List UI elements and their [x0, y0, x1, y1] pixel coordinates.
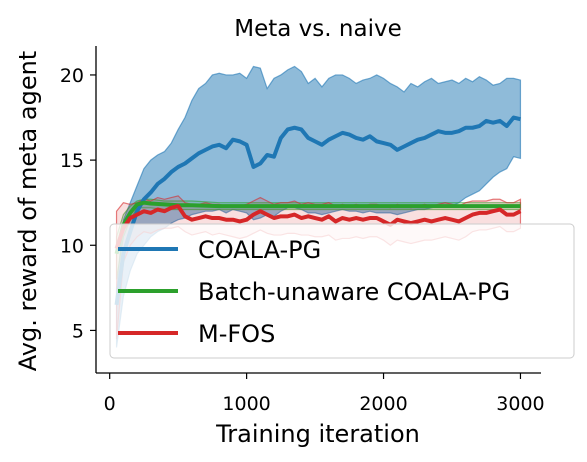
legend-label-batch-unaware-coala-pg: Batch-unaware COALA-PG — [198, 278, 510, 306]
batch-unaware-coala-pg-line — [114, 200, 521, 255]
chart-title: Meta vs. naive — [234, 16, 401, 42]
x-tick-label: 1000 — [222, 393, 270, 415]
legend-label-m-fos: M-FOS — [198, 320, 275, 348]
m-fos-line — [114, 204, 522, 250]
y-axis-label: Avg. reward of meta agent — [14, 51, 42, 371]
y-tick-label: 20 — [60, 65, 84, 87]
legend-label-coala-pg: COALA-PG — [198, 236, 321, 264]
y-tick-label: 10 — [60, 235, 84, 257]
x-tick-label: 2000 — [359, 393, 407, 415]
x-tick-label: 3000 — [496, 393, 544, 415]
x-tick-label: 0 — [104, 393, 116, 415]
legend: COALA-PG Batch-unaware COALA-PG M-FOS — [109, 223, 575, 359]
x-axis-label: Training iteration — [215, 420, 420, 448]
y-tick-label: 5 — [72, 320, 84, 342]
y-tick-label: 15 — [60, 150, 84, 172]
legend-frame — [109, 223, 575, 359]
coala-pg-line — [114, 115, 521, 306]
